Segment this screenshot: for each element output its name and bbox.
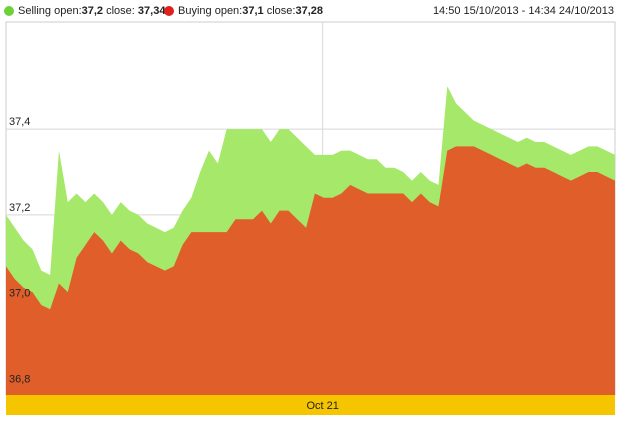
buying-color-dot	[164, 6, 174, 16]
y-tick-label-3: 37,4	[9, 116, 30, 128]
x-axis-label-oct21: Oct 21	[306, 400, 338, 412]
selling-open-value: 37,2	[81, 5, 104, 17]
selling-close-value: 37,34	[137, 5, 166, 17]
selling-label: Selling	[18, 5, 52, 17]
buying-close-value: 37,28	[295, 5, 323, 17]
selling-open-label: open:	[54, 5, 82, 17]
x-axis-band	[6, 395, 615, 415]
legend-buying[interactable]: Buying open: 37,1 close: 37,28	[164, 5, 323, 17]
chart-legend: Selling open: 37,2 close: 37,34 Buying op…	[0, 0, 620, 22]
series-areas	[6, 86, 615, 395]
buying-open-value: 37,1	[242, 5, 264, 17]
selling-color-dot	[4, 6, 14, 16]
y-tick-labels: 36,8 37,0 37,2 37,4	[9, 116, 30, 385]
buying-label: Buying	[178, 5, 212, 17]
legend-selling[interactable]: Selling open: 37,2 close: 37,34	[4, 5, 165, 17]
buying-close-label: close:	[266, 5, 296, 17]
y-tick-label-1: 37,0	[9, 288, 30, 300]
area-buying[interactable]	[6, 146, 615, 395]
selling-close-label: close:	[106, 5, 135, 17]
date-range: 14:50 15/10/2013 - 14:34 24/10/2013	[432, 5, 614, 17]
y-tick-label-2: 37,2	[9, 202, 30, 214]
y-tick-label-0: 36,8	[9, 373, 30, 385]
buying-open-label: open:	[214, 5, 243, 17]
